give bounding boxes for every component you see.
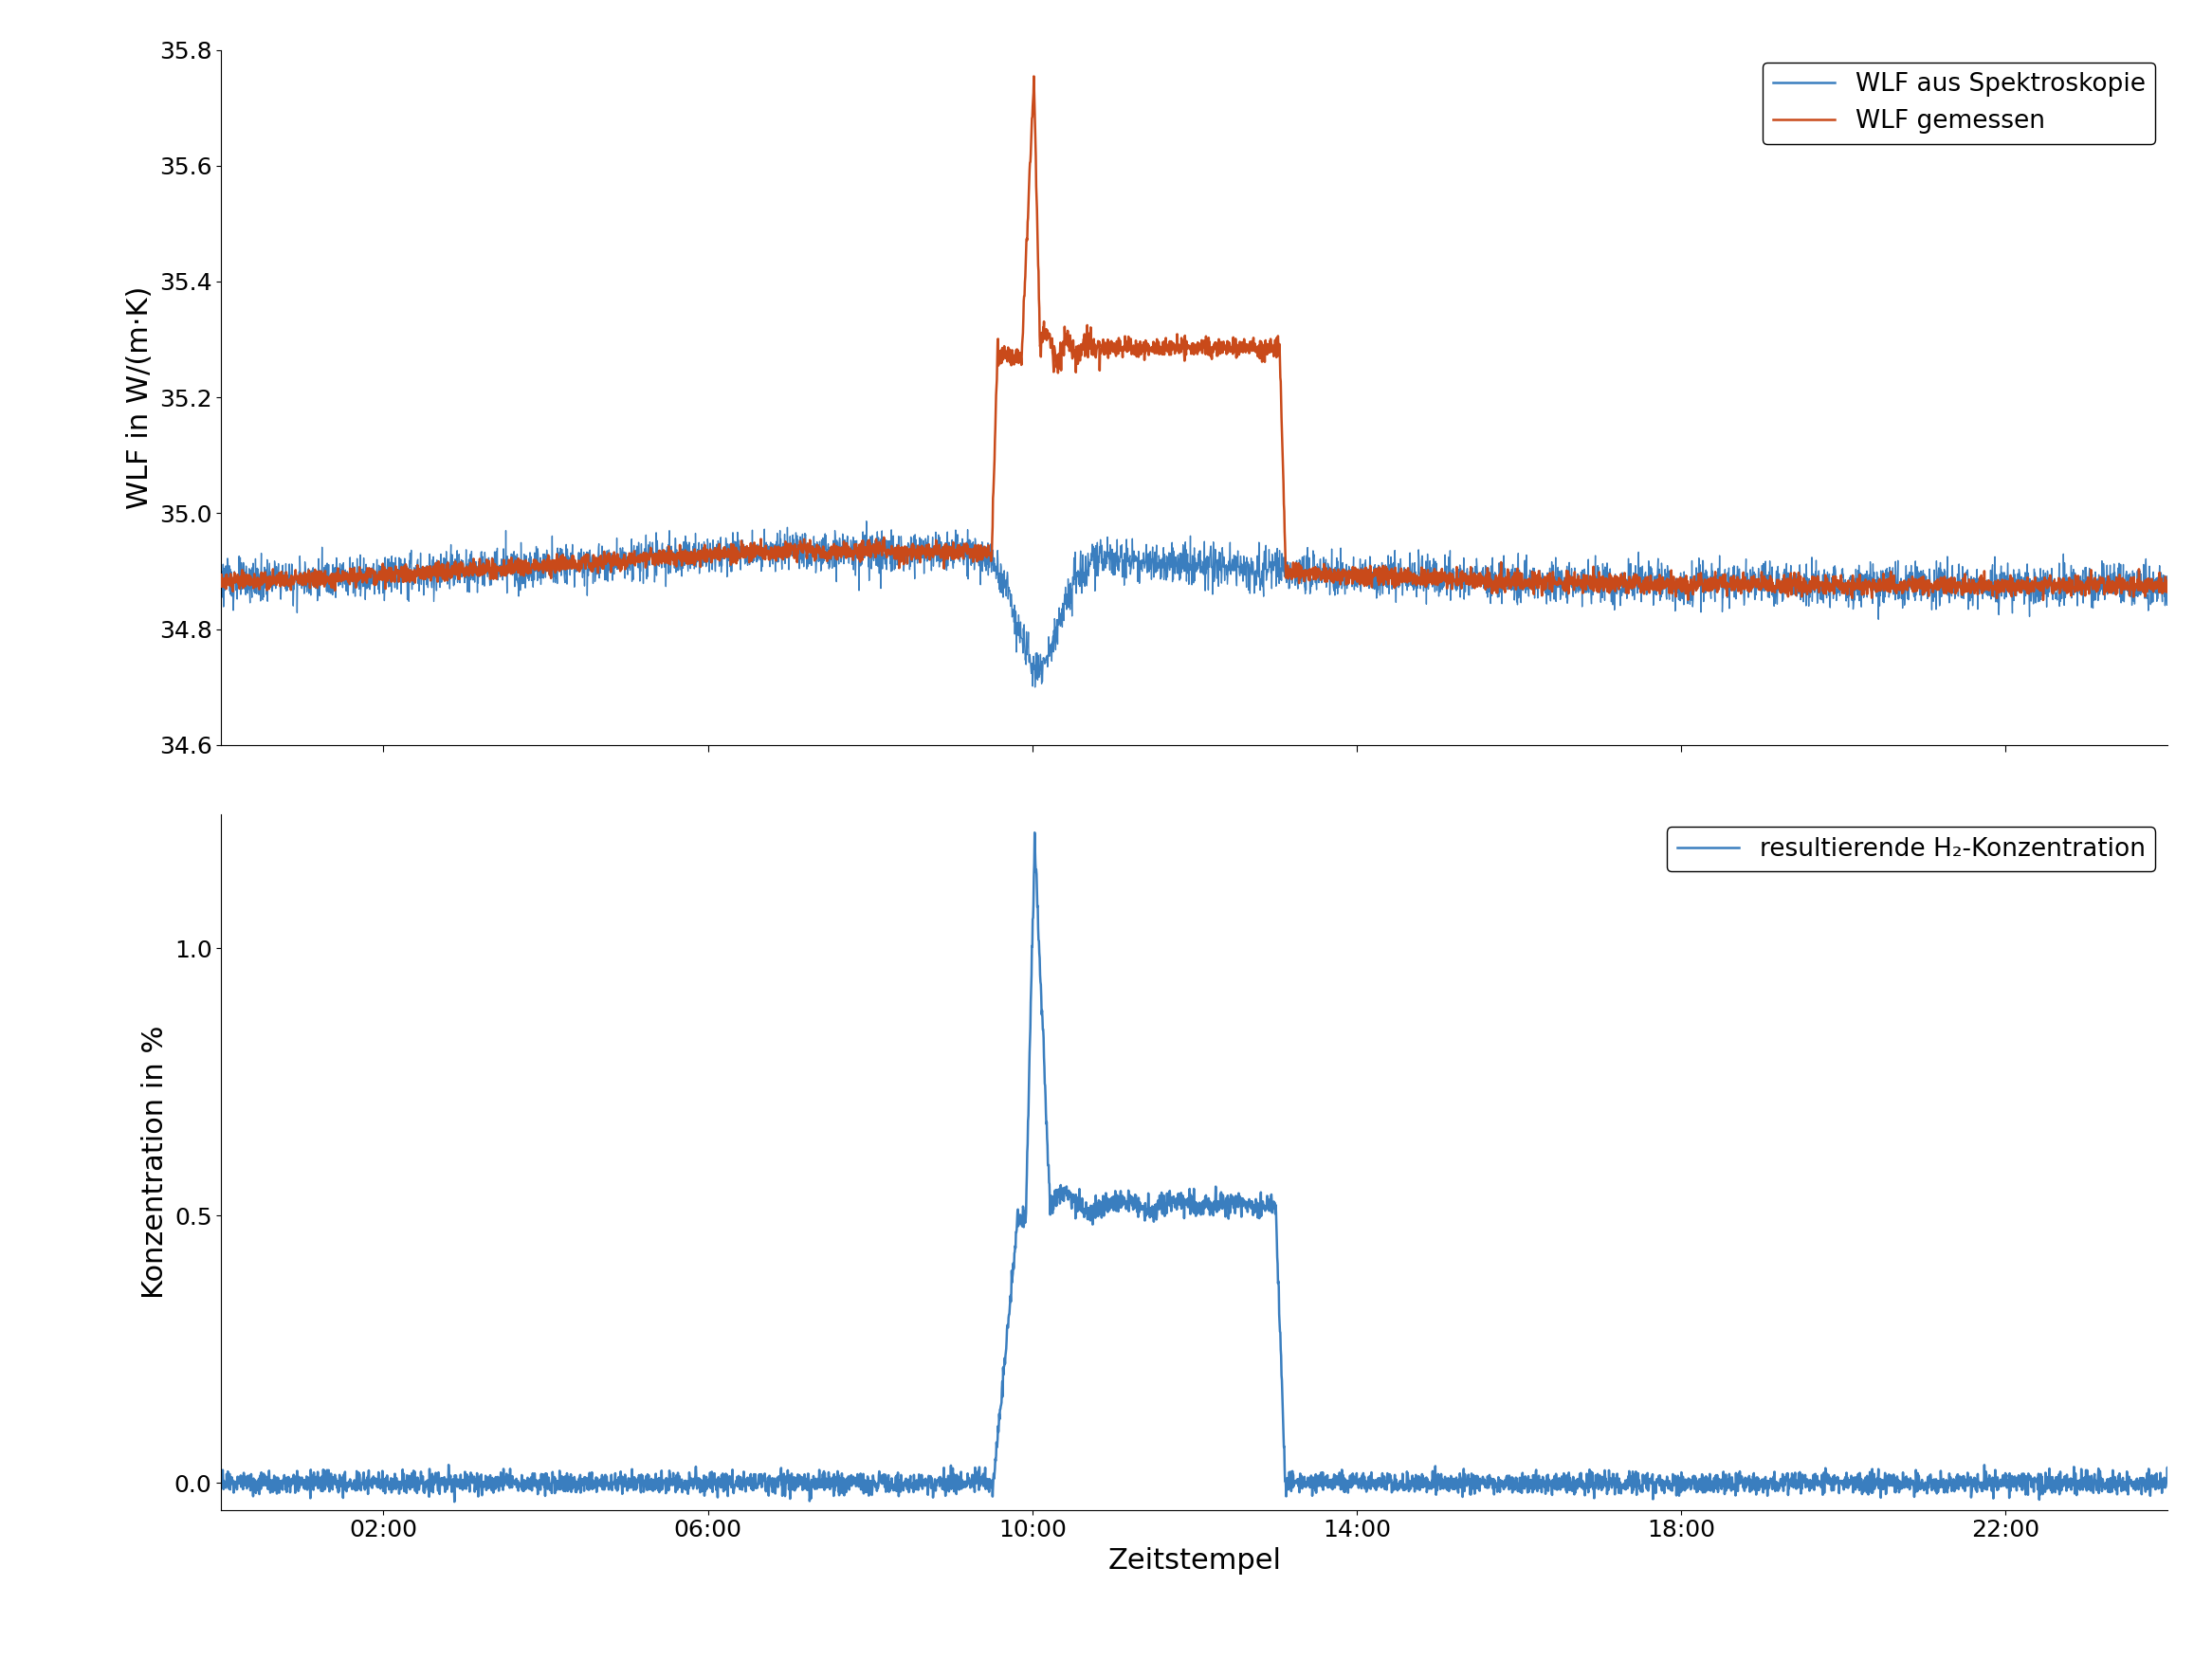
WLF gemessen (2154, 571, 2181, 591)
WLF gemessen (562, 551, 588, 571)
Line: WLF gemessen: WLF gemessen (221, 76, 2168, 601)
WLF aus Spektroskopie (854, 511, 880, 531)
WLF aus Spektroskopie (1376, 572, 1402, 592)
WLF aus Spektroskopie (1475, 567, 1502, 587)
WLF aus Spektroskopie (1661, 577, 1688, 597)
Y-axis label: WLF in W/(m·K): WLF in W/(m·K) (126, 285, 155, 509)
Legend: WLF aus Spektroskopie, WLF gemessen: WLF aus Spektroskopie, WLF gemessen (1763, 63, 2154, 144)
resultierende H₂-Konzentration (1376, 1472, 1402, 1491)
WLF gemessen (1809, 572, 1836, 592)
resultierende H₂-Konzentration (951, 1477, 978, 1496)
X-axis label: Zeitstempel: Zeitstempel (1108, 1546, 1281, 1574)
resultierende H₂-Konzentration (1809, 1480, 1836, 1500)
WLF gemessen (1661, 576, 1688, 596)
Line: WLF aus Spektroskopie: WLF aus Spektroskopie (221, 521, 2168, 687)
WLF aus Spektroskopie (208, 582, 234, 602)
resultierende H₂-Konzentration (1475, 1470, 1502, 1490)
WLF gemessen (951, 538, 978, 557)
WLF aus Spektroskopie (562, 561, 588, 581)
WLF aus Spektroskopie (1022, 677, 1048, 697)
WLF aus Spektroskopie (1809, 582, 1836, 602)
Y-axis label: Konzentration in %: Konzentration in % (142, 1025, 168, 1299)
resultierende H₂-Konzentration (562, 1472, 588, 1491)
WLF aus Spektroskopie (2154, 591, 2181, 611)
WLF gemessen (1376, 561, 1402, 581)
Legend: resultierende H₂-Konzentration: resultierende H₂-Konzentration (1668, 826, 2154, 871)
WLF aus Spektroskopie (951, 547, 978, 567)
resultierende H₂-Konzentration (1022, 823, 1048, 843)
WLF gemessen (2031, 591, 2057, 611)
resultierende H₂-Konzentration (208, 1472, 234, 1491)
resultierende H₂-Konzentration (1661, 1472, 1688, 1491)
WLF gemessen (208, 571, 234, 591)
Line: resultierende H₂-Konzentration: resultierende H₂-Konzentration (221, 833, 2168, 1501)
WLF gemessen (1020, 66, 1046, 86)
resultierende H₂-Konzentration (2154, 1468, 2181, 1488)
WLF gemessen (1473, 557, 1500, 577)
resultierende H₂-Konzentration (440, 1491, 467, 1511)
